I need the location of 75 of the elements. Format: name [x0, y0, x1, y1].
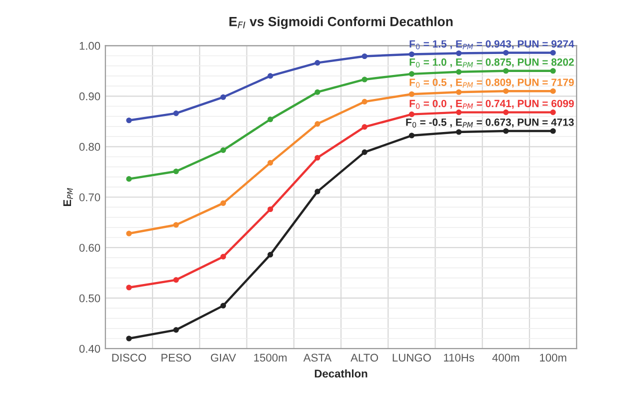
point: [503, 68, 509, 74]
point: [126, 118, 132, 124]
point: [456, 129, 462, 135]
point: [314, 188, 320, 194]
point: [268, 116, 274, 122]
point: [173, 110, 179, 116]
y-tick-label: 0.40: [79, 344, 100, 353]
x-tick-label: 110Hs: [444, 354, 474, 362]
point: [408, 51, 414, 58]
y-tick-label: 0.60: [79, 244, 100, 252]
point: [314, 121, 320, 127]
point: [503, 50, 509, 56]
y-tick-label: 1.00: [80, 42, 100, 50]
point: [550, 110, 556, 116]
y-tick-label: 0.70: [79, 193, 100, 202]
point: [268, 160, 274, 166]
point: [503, 128, 509, 134]
point: [220, 200, 226, 206]
point: [220, 147, 226, 153]
series-label: F$_{0}$ = -0.5 , E$_{PM}$ = 0.673, PUN = 4713: [406, 118, 574, 128]
point: [503, 88, 509, 94]
point: [456, 110, 462, 116]
series-label: F$_{0}$ = 1.0 , E$_{PM}$ = 0.875, PUN = 8202: [410, 58, 574, 68]
point: [408, 91, 414, 97]
point: [314, 154, 320, 161]
point: [408, 132, 414, 138]
y-tick-label: 0.90: [79, 92, 100, 100]
x-axis-title: Decathlon: [314, 369, 368, 378]
point: [362, 53, 368, 60]
point: [126, 230, 132, 236]
y-axis-title: E$_{PM}$: [63, 188, 73, 206]
point: [126, 284, 132, 290]
point: [362, 149, 368, 155]
point: [220, 254, 226, 260]
point: [408, 112, 414, 118]
point: [268, 73, 274, 79]
point: [173, 277, 179, 283]
series-label: F$_{0}$ = 0.0 , E$_{PM}$ = 0.741, PUN = 6099: [410, 100, 574, 109]
x-tick-label: ASTA: [303, 354, 332, 362]
point: [550, 68, 556, 74]
series-label: F$_{0}$ = 0.5 , E$_{PM}$ = 0.809, PUN = 7179: [410, 78, 574, 88]
point: [126, 336, 132, 342]
point: [456, 50, 462, 56]
x-tick-label: LUNGO: [392, 354, 431, 362]
point: [456, 89, 462, 95]
x-tick-label: 400m: [492, 354, 520, 362]
x-tick-label: PESO: [162, 354, 191, 362]
y-tick-label: 0.50: [79, 294, 100, 302]
x-tick-label: 100m: [540, 354, 566, 362]
point: [362, 76, 368, 82]
point: [314, 89, 320, 95]
point: [314, 60, 320, 66]
x-tick-label: ALTO: [350, 354, 378, 362]
point: [173, 222, 179, 228]
point: [220, 302, 226, 308]
point: [408, 71, 414, 77]
point: [126, 176, 132, 182]
point: [456, 69, 462, 75]
point: [173, 168, 179, 174]
point: [503, 110, 509, 116]
point: [268, 252, 274, 258]
x-tick-label: GIAV: [210, 354, 236, 362]
chart-title: E$_{FI}$ vs Sigmoidi Conformi Decathlon: [229, 16, 453, 29]
point: [220, 94, 226, 100]
point: [173, 327, 179, 333]
x-tick-label: 1500m: [254, 354, 287, 362]
x-tick-label: DISCO: [112, 354, 146, 362]
point: [550, 50, 556, 56]
point: [362, 124, 368, 130]
y-tick-label: 0.80: [79, 142, 100, 151]
series-label: F$_{0}$ = 1.5 , E$_{PM}$ = 0.943, PUN = 9274: [410, 40, 574, 50]
point: [550, 128, 556, 134]
point: [268, 206, 274, 212]
point: [550, 88, 556, 94]
point: [362, 98, 368, 104]
